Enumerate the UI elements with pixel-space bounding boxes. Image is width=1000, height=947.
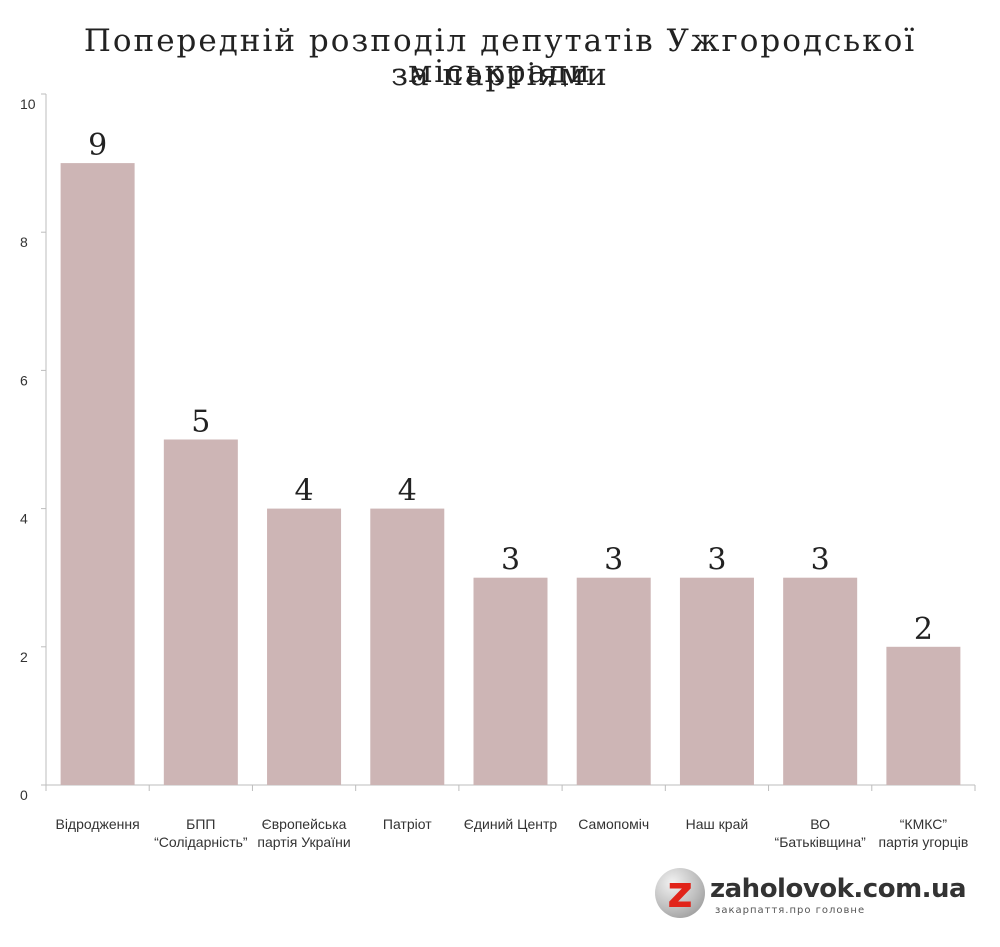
bar <box>679 577 754 785</box>
logo-site-name: zaholovok.com.ua <box>710 874 967 904</box>
x-tick-label: Патріот <box>383 816 432 832</box>
x-tick-label: БПП <box>186 816 215 832</box>
x-tick-label: Відродження <box>55 816 139 832</box>
x-tick-label: “Батьківщина” <box>775 834 867 850</box>
y-tick-label: 2 <box>20 649 28 665</box>
data-label: 3 <box>501 543 520 578</box>
bar <box>783 577 858 785</box>
data-label: 3 <box>811 543 830 578</box>
y-tick-label: 4 <box>20 511 28 527</box>
bar <box>576 577 651 785</box>
x-tick-label: Наш край <box>686 816 749 832</box>
x-tick-label: Єдиний Центр <box>464 816 558 832</box>
x-tick-label: Самопоміч <box>578 816 649 832</box>
data-label: 4 <box>398 474 417 509</box>
x-tick-label: “Солідарність” <box>154 834 248 850</box>
bar <box>886 646 961 785</box>
data-label: 2 <box>914 612 933 647</box>
bar <box>163 439 238 785</box>
data-label: 5 <box>191 405 210 440</box>
data-label: 4 <box>295 474 314 509</box>
x-tick-label: партія угорців <box>878 834 968 850</box>
bar <box>267 508 342 785</box>
bar-chart: 0 2 4 6 8 10 9 Відродження 5 БПП “Солідарність” 4 Єв… <box>20 93 976 850</box>
data-label: 3 <box>707 543 726 578</box>
y-tick-label: 10 <box>20 96 36 112</box>
x-tick-label: Європейська <box>262 816 347 832</box>
y-tick-label: 6 <box>20 372 28 388</box>
x-tick-label: ВО <box>810 816 830 832</box>
y-tick-label: 0 <box>20 787 28 803</box>
bar <box>370 508 445 785</box>
chart-title-line-2: за партіями <box>391 57 609 93</box>
bar <box>473 577 548 785</box>
x-tick-label: “КМКС” <box>900 816 948 832</box>
data-label: 9 <box>88 128 107 163</box>
site-logo[interactable]: z zaholovok.com.ua закарпаття.про головн… <box>655 866 967 926</box>
x-tick-label: партія України <box>257 834 350 850</box>
logo-tagline: закарпаття.про головне <box>715 905 866 916</box>
chart-title-line-1: Попередній розподіл депутатів Ужгородськ… <box>83 23 917 90</box>
y-tick-label: 8 <box>20 234 28 250</box>
data-label: 3 <box>604 543 623 578</box>
logo-badge-icon: z <box>655 868 705 918</box>
logo-letter: z <box>667 867 693 918</box>
bar <box>60 163 135 786</box>
